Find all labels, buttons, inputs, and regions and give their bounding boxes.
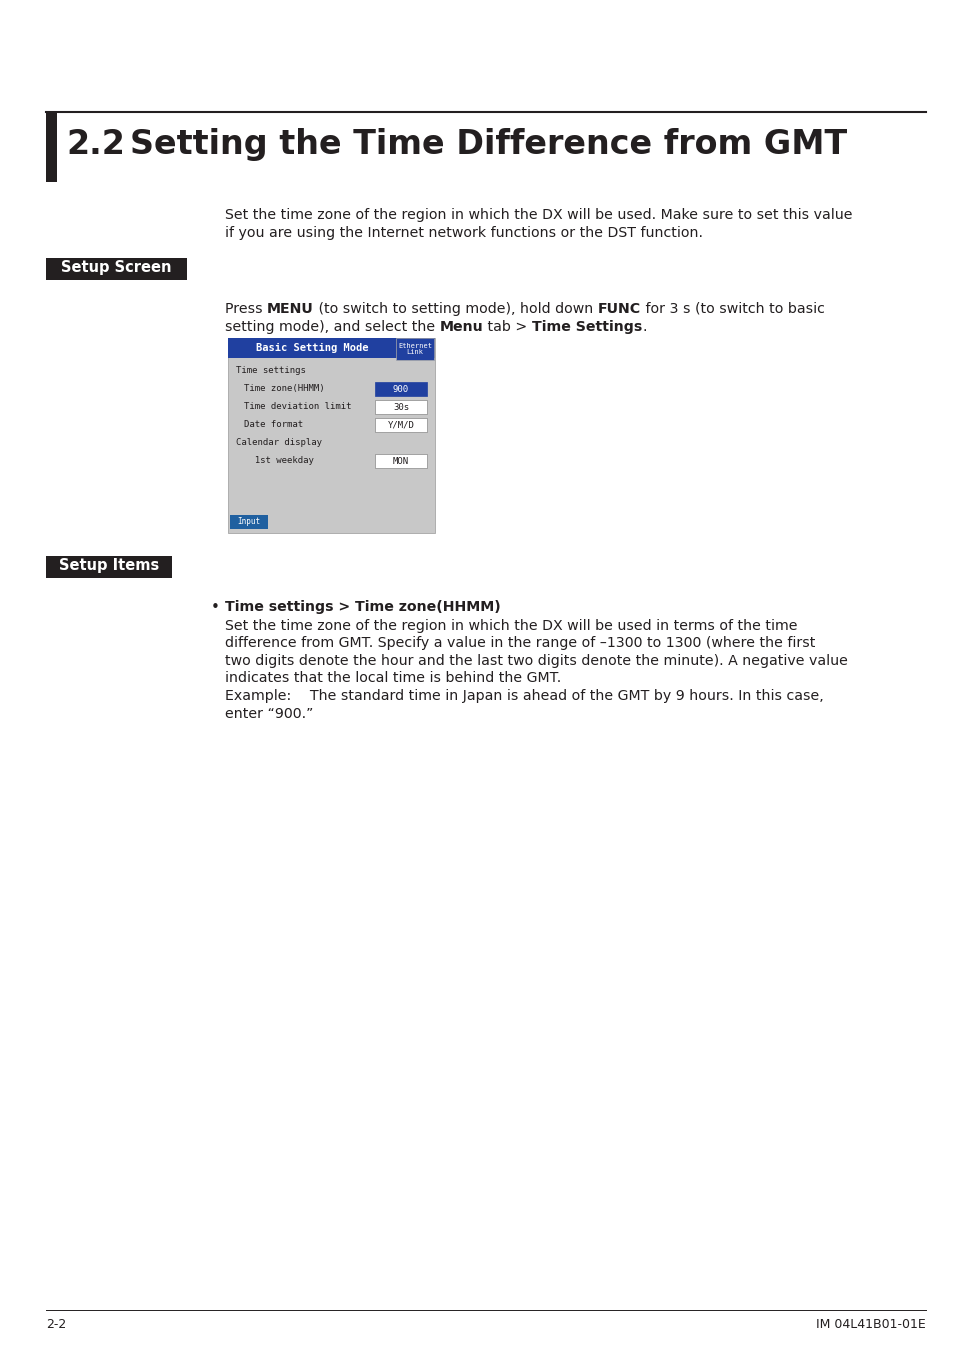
Text: FUNC: FUNC	[597, 302, 640, 316]
Text: enter “900.”: enter “900.”	[225, 706, 313, 721]
Bar	[375, 418, 427, 432]
Text: Time settings > Time zone(HHMM): Time settings > Time zone(HHMM)	[225, 599, 500, 614]
Text: Y/M/D: Y/M/D	[387, 420, 414, 429]
Text: .: .	[641, 320, 646, 333]
Text: Press: Press	[225, 302, 267, 316]
Text: Time Settings: Time Settings	[532, 320, 641, 333]
Text: (to switch to setting mode), hold down: (to switch to setting mode), hold down	[314, 302, 597, 316]
Text: Input: Input	[237, 517, 260, 526]
Bar	[228, 338, 435, 358]
Text: Setup Screen: Setup Screen	[61, 261, 172, 275]
Bar	[46, 112, 57, 182]
Text: Example:  The standard time in Japan is ahead of the GMT by 9 hours. In this cas: Example: The standard time in Japan is a…	[225, 688, 822, 703]
Text: difference from GMT. Specify a value in the range of –1300 to 1300 (where the fi: difference from GMT. Specify a value in …	[225, 636, 815, 651]
Bar	[375, 400, 427, 414]
Text: 2-2: 2-2	[46, 1318, 66, 1331]
Text: for 3 s (to switch to basic: for 3 s (to switch to basic	[640, 302, 823, 316]
Text: tab >: tab >	[483, 320, 532, 333]
Text: Setting the Time Difference from GMT: Setting the Time Difference from GMT	[130, 128, 846, 161]
Text: 30s: 30s	[393, 402, 409, 412]
Text: two digits denote the hour and the last two digits denote the minute). A negativ: two digits denote the hour and the last …	[225, 653, 847, 668]
Bar	[395, 338, 434, 360]
Bar	[228, 338, 435, 533]
Text: Time zone(HHMM): Time zone(HHMM)	[244, 383, 324, 393]
Bar	[46, 556, 172, 578]
Text: IM 04L41B01-01E: IM 04L41B01-01E	[816, 1318, 925, 1331]
Text: Setup Items: Setup Items	[59, 558, 159, 572]
Bar	[375, 454, 427, 468]
Text: Date format: Date format	[244, 420, 303, 429]
Text: MON: MON	[393, 456, 409, 466]
Text: indicates that the local time is behind the GMT.: indicates that the local time is behind …	[225, 671, 560, 686]
Text: 900: 900	[393, 385, 409, 393]
Text: MENU: MENU	[267, 302, 314, 316]
Text: Calendar display: Calendar display	[235, 437, 322, 447]
Text: 2.2: 2.2	[66, 128, 125, 161]
Text: Ethernet
Link: Ethernet Link	[397, 343, 432, 355]
Text: Menu: Menu	[439, 320, 483, 333]
Bar	[230, 514, 268, 529]
Text: if you are using the Internet network functions or the DST function.: if you are using the Internet network fu…	[225, 225, 702, 240]
Text: •: •	[211, 599, 219, 616]
Bar	[375, 382, 427, 396]
Text: Basic Setting Mode: Basic Setting Mode	[256, 343, 369, 352]
Text: 1st weekday: 1st weekday	[244, 456, 314, 464]
Text: Time deviation limit: Time deviation limit	[244, 402, 351, 410]
Text: Set the time zone of the region in which the DX will be used. Make sure to set t: Set the time zone of the region in which…	[225, 208, 852, 221]
Bar	[46, 258, 187, 279]
Text: Time settings: Time settings	[235, 366, 306, 375]
Text: setting mode), and select the: setting mode), and select the	[225, 320, 439, 333]
Text: Set the time zone of the region in which the DX will be used in terms of the tim: Set the time zone of the region in which…	[225, 620, 797, 633]
